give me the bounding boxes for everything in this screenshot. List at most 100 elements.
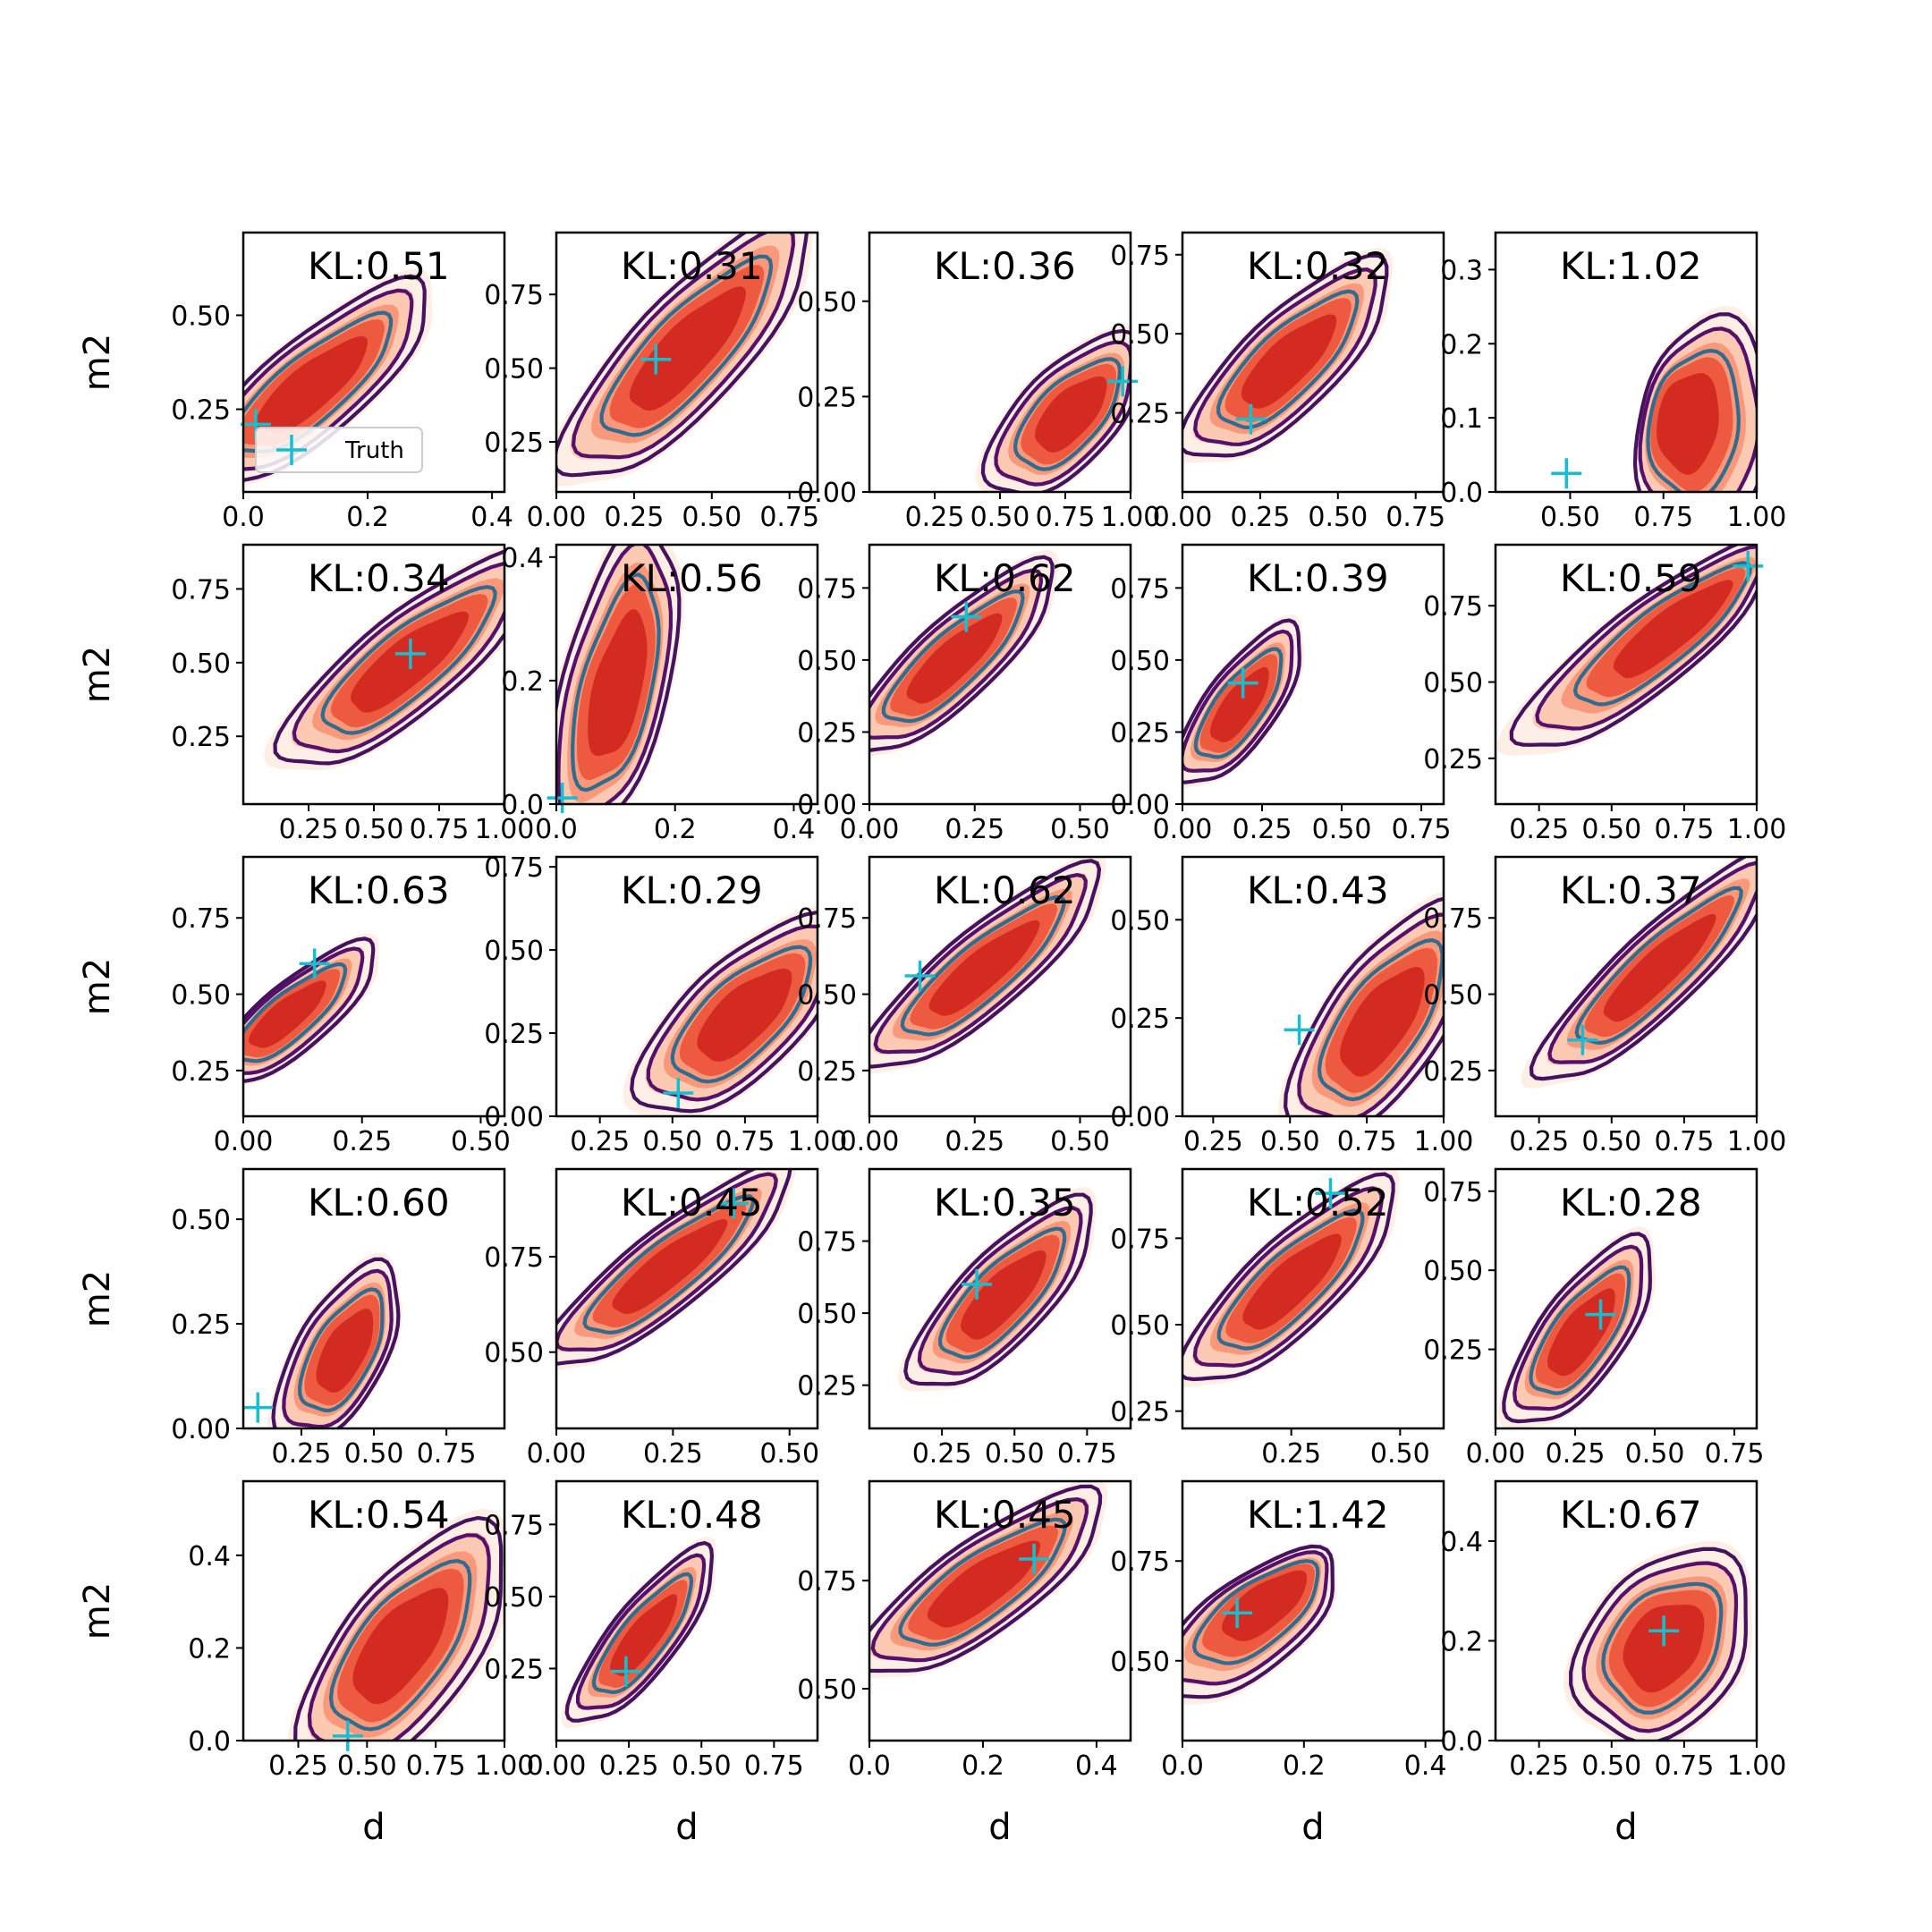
plot-area <box>1521 857 1757 1089</box>
kl-label: KL:0.43 <box>1247 869 1389 912</box>
contour-middle <box>1193 267 1377 446</box>
contour-outer <box>271 1257 401 1428</box>
y-tick-label: 0.25 <box>171 722 231 753</box>
kl-label: KL:0.28 <box>1560 1181 1702 1224</box>
x-tick-label: 0.25 <box>271 1438 331 1470</box>
subplot-5-3: 0.0 0.2 0.4 0.50 0.75 KL:0.45 d <box>797 1479 1132 1848</box>
kl-label: KL:0.29 <box>621 869 763 912</box>
density-fill-level-5 <box>316 1309 374 1393</box>
truth-marker <box>242 1392 274 1423</box>
y-tick-label: 0.50 <box>1423 1256 1483 1287</box>
y-tick-label: 0.75 <box>1110 573 1170 605</box>
y-tick-label: 0.1 <box>1440 403 1483 435</box>
subplot-3-4: 0.25 0.50 0.75 1.00 0.00 0.25 0.50 KL:0.43 <box>1110 855 1473 1157</box>
kl-label: KL:0.37 <box>1560 869 1702 912</box>
plot-area <box>556 545 684 804</box>
x-tick-label: 0.2 <box>1283 1750 1326 1782</box>
x-tick-label: 0.25 <box>1261 1438 1321 1470</box>
truth-marker <box>332 1720 363 1751</box>
subplot-5-4: 0.0 0.2 0.4 0.50 0.75 KL:1.42 d <box>1110 1479 1447 1848</box>
y-tick-label: 0.50 <box>484 936 544 967</box>
x-axis-label: d <box>1614 1807 1637 1848</box>
density-fill-level-5 <box>927 1540 1041 1628</box>
y-axis-label: m2 <box>77 334 118 391</box>
y-tick-label: 0.00 <box>171 1414 231 1445</box>
subplot-4-3: 0.25 0.50 0.75 0.25 0.50 0.75 KL:0.35 <box>797 1167 1132 1470</box>
x-tick-label: 0.0 <box>1161 1750 1204 1782</box>
contour-outer <box>1182 1172 1395 1382</box>
y-tick-label: 0.75 <box>797 1227 857 1258</box>
contour-outer <box>1283 896 1444 1116</box>
contour-middle <box>1581 1561 1739 1733</box>
x-tick-label: 0.50 <box>1581 1750 1641 1782</box>
x-tick-label: 0.4 <box>773 814 816 845</box>
x-tick-label: 0.00 <box>527 1438 587 1470</box>
axes-frame <box>1494 543 1758 806</box>
x-tick-label: 0.25 <box>912 1438 972 1470</box>
plot-area <box>1182 614 1305 789</box>
x-tick-label: 0.25 <box>1233 814 1292 845</box>
y-tick-label: 0.25 <box>1423 744 1483 775</box>
x-tick-label: 0.00 <box>1153 814 1213 845</box>
x-tick-label: 0.4 <box>1404 1750 1447 1782</box>
contour-inner <box>1317 937 1444 1102</box>
x-axis-label: d <box>362 1807 385 1848</box>
subplot-3-3: 0.00 0.25 0.50 0.25 0.50 0.75 KL:0.62 <box>797 855 1132 1157</box>
contour-inner <box>599 254 774 437</box>
x-tick-label: 0.50 <box>1370 1438 1430 1470</box>
y-tick-label: 0.25 <box>1110 1397 1170 1428</box>
kl-label: KL:0.48 <box>621 1493 763 1537</box>
y-tick-label: 0.75 <box>1423 591 1483 623</box>
kl-label: KL:0.62 <box>934 556 1076 600</box>
density-fill-level-5 <box>1603 913 1716 1022</box>
x-tick-label: 0.25 <box>570 1126 630 1157</box>
contour-outer <box>1502 1232 1653 1424</box>
x-tick-label: 0.75 <box>1633 502 1693 533</box>
kl-label: KL:0.51 <box>308 244 450 288</box>
x-tick-label: 0.00 <box>214 1126 274 1157</box>
subplot-1-4: 0.00 0.25 0.50 0.75 0.25 0.50 0.75 KL:0.32 <box>1110 231 1445 533</box>
axes-frame <box>868 855 1132 1118</box>
axes-frame <box>555 543 819 806</box>
plot-area <box>267 1252 402 1428</box>
x-tick-label: 1.00 <box>788 1126 848 1157</box>
density-fill-level-5 <box>588 609 648 757</box>
plot-area <box>897 1187 1097 1392</box>
y-tick-label: 0.3 <box>1440 255 1483 286</box>
y-tick-label: 0.25 <box>797 382 857 413</box>
y-tick-label: 0.50 <box>797 287 857 318</box>
subplot-2-4: 0.00 0.25 0.50 0.75 0.00 0.25 0.50 0.75 KL:0.39 <box>1110 543 1451 845</box>
y-tick-label: 0.4 <box>501 543 544 574</box>
axes-frame <box>868 543 1132 806</box>
subplot-2-3: 0.00 0.25 0.50 0.00 0.25 0.50 0.75 KL:0.62 <box>797 543 1132 845</box>
truth-marker <box>1585 1299 1616 1330</box>
density-fill-level-5 <box>1222 1570 1308 1641</box>
contour-outer <box>556 233 809 478</box>
x-tick-label: 1.00 <box>1727 502 1787 533</box>
y-tick-label: 0.75 <box>1110 241 1170 272</box>
contour-outer <box>1509 545 1757 747</box>
plot-area <box>869 1481 1108 1679</box>
x-tick-label: 0.2 <box>654 814 697 845</box>
truth-marker <box>951 601 982 632</box>
contour-middle <box>307 1533 491 1741</box>
plot-area <box>623 905 818 1116</box>
x-tick-label: 0.2 <box>346 502 389 533</box>
contour-inner <box>1572 561 1752 707</box>
y-tick-label: 0.50 <box>797 646 857 677</box>
axes-frame <box>1181 1167 1445 1430</box>
x-tick-label: 0.50 <box>1540 502 1600 533</box>
plot-area <box>1497 1226 1656 1428</box>
contour-inner <box>1646 348 1741 492</box>
x-tick-label: 0.50 <box>451 1126 511 1157</box>
plot-area <box>556 1169 797 1371</box>
y-tick-label: 0.0 <box>1440 478 1483 509</box>
density-fill-level-5 <box>352 1588 449 1705</box>
x-tick-label: 0.25 <box>1231 502 1291 533</box>
y-tick-label: 0.75 <box>797 903 857 935</box>
axes-frame <box>1494 1479 1758 1742</box>
y-tick-label: 0.75 <box>1423 1177 1483 1208</box>
plot-area <box>1563 1541 1752 1741</box>
y-tick-label: 0.0 <box>1440 1726 1483 1758</box>
